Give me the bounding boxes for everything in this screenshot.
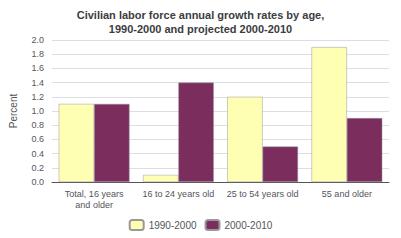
- svg-text:Percent: Percent: [8, 94, 19, 129]
- svg-text:and older: and older: [75, 200, 113, 210]
- svg-text:25 to 54 years old: 25 to 54 years old: [227, 189, 299, 199]
- svg-text:16 to 24 years old: 16 to 24 years old: [143, 189, 215, 199]
- svg-text:1.4: 1.4: [31, 78, 44, 88]
- svg-text:1.8: 1.8: [31, 49, 44, 59]
- svg-text:1.2: 1.2: [31, 92, 44, 102]
- svg-text:1990-2000: 1990-2000: [149, 220, 197, 231]
- svg-text:1.6: 1.6: [31, 63, 44, 73]
- svg-text:1.0: 1.0: [31, 106, 44, 116]
- svg-text:0.0: 0.0: [31, 177, 44, 187]
- svg-text:0.8: 0.8: [31, 120, 44, 130]
- svg-text:0.4: 0.4: [31, 149, 44, 159]
- svg-text:0.6: 0.6: [31, 134, 44, 144]
- svg-text:Civilian labor force annual gr: Civilian labor force annual growth rates…: [77, 9, 325, 21]
- svg-text:Total, 16 years: Total, 16 years: [65, 189, 124, 199]
- svg-text:0.2: 0.2: [31, 163, 44, 173]
- svg-text:55 and older: 55 and older: [322, 189, 372, 199]
- svg-text:2000-2010: 2000-2010: [225, 220, 273, 231]
- svg-text:2.0: 2.0: [31, 35, 44, 45]
- svg-text:1990-2000 and projected 2000-2: 1990-2000 and projected 2000-2010: [109, 23, 292, 35]
